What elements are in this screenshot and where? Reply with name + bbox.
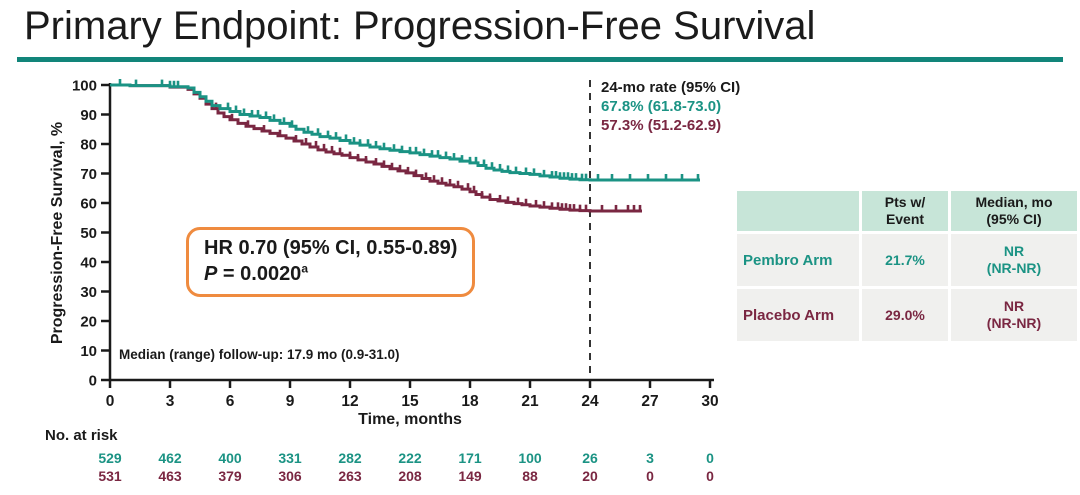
summary-header-pts-event: Pts w/ Event <box>862 191 948 231</box>
summary-row-placebo-arm: Placebo Arm <box>737 289 859 341</box>
x-tick-label: 21 <box>521 393 539 410</box>
risk-count: 531 <box>98 468 122 484</box>
summary-row-pembro-median: NR (NR-NR) <box>951 234 1077 286</box>
hazard-ratio-line: HR 0.70 (95% CI, 0.55-0.89) <box>204 237 458 259</box>
hazard-ratio-box: HR 0.70 (95% CI, 0.55-0.89) P = 0.0020a <box>186 227 476 297</box>
rate-annotation-pembro: 67.8% (61.8-73.0) <box>601 98 722 115</box>
risk-count: 282 <box>338 450 362 466</box>
x-tick-label: 9 <box>286 393 295 410</box>
no-at-risk-label: No. at risk <box>45 427 118 444</box>
summary-row-pembro-arm: Pembro Arm <box>737 234 859 286</box>
km-curve-pembro-arm <box>110 79 700 182</box>
risk-count: 0 <box>706 468 714 484</box>
x-tick-label: 3 <box>166 393 175 410</box>
risk-count: 263 <box>338 468 362 484</box>
x-tick-label: 24 <box>581 393 599 410</box>
x-tick-label: 27 <box>641 393 658 410</box>
y-tick-label: 70 <box>80 166 97 183</box>
y-tick-label: 40 <box>80 255 97 272</box>
risk-count: 462 <box>158 450 182 466</box>
y-tick-label: 80 <box>80 137 97 154</box>
y-tick-label: 20 <box>80 314 97 331</box>
title-underline <box>17 57 1063 62</box>
x-tick-label: 18 <box>461 393 479 410</box>
summary-table: Pts w/ Event Median, mo (95% CI) Pembro … <box>737 191 1077 341</box>
risk-count: 171 <box>458 450 482 466</box>
summary-row-pembro-event: 21.7% <box>862 234 948 286</box>
y-tick-label: 50 <box>80 225 97 242</box>
rate-annotation-placebo: 57.3% (51.2-62.9) <box>601 117 722 134</box>
risk-count: 3 <box>646 450 654 466</box>
x-tick-label: 0 <box>106 393 115 410</box>
risk-count: 208 <box>398 468 422 484</box>
p-value-line: P = 0.0020a <box>204 261 457 287</box>
summary-header-blank <box>737 191 859 231</box>
y-tick-label: 10 <box>80 343 97 360</box>
risk-count: 306 <box>278 468 302 484</box>
y-tick-label: 100 <box>72 78 97 95</box>
summary-row-placebo-median: NR (NR-NR) <box>951 289 1077 341</box>
risk-count: 331 <box>278 450 302 466</box>
km-step-path <box>110 83 642 213</box>
risk-count: 149 <box>458 468 482 484</box>
y-axis-ticks: 0 10 20 30 40 50 60 70 80 90 100 <box>72 78 110 390</box>
y-tick-label: 90 <box>80 107 97 124</box>
p-value: = 0.0020 <box>217 263 302 285</box>
rate-annotation: 24-mo rate (95% CI) 67.8% (61.8-73.0) 57… <box>601 78 740 135</box>
risk-count: 100 <box>518 450 542 466</box>
x-axis-title: Time, months <box>358 411 462 428</box>
risk-count: 0 <box>646 468 654 484</box>
rate-annotation-header: 24-mo rate (95% CI) <box>601 79 741 96</box>
risk-count: 379 <box>218 468 242 484</box>
y-axis-title: Progression-Free Survival, % <box>49 121 66 345</box>
risk-count: 88 <box>522 468 538 484</box>
p-italic: P <box>204 263 218 285</box>
y-tick-label: 30 <box>80 284 97 301</box>
p-footnote-marker: a <box>301 261 308 276</box>
risk-count: 400 <box>218 450 242 466</box>
y-tick-label: 0 <box>89 373 97 390</box>
km-step-path <box>110 83 700 182</box>
x-tick-label: 15 <box>401 393 419 410</box>
risk-count: 0 <box>706 450 714 466</box>
median-followup-note: Median (range) follow-up: 17.9 mo (0.9-3… <box>119 347 400 362</box>
page-title: Primary Endpoint: Progression-Free Survi… <box>24 4 816 48</box>
x-tick-label: 30 <box>701 393 718 410</box>
y-tick-label: 60 <box>80 196 97 213</box>
risk-count: 20 <box>582 468 598 484</box>
risk-count: 463 <box>158 468 182 484</box>
risk-count: 529 <box>98 450 122 466</box>
x-tick-label: 12 <box>341 393 358 410</box>
km-curve-placebo-arm <box>110 83 642 213</box>
risk-count: 26 <box>582 450 598 466</box>
risk-count: 222 <box>398 450 422 466</box>
summary-row-placebo-event: 29.0% <box>862 289 948 341</box>
summary-header-median: Median, mo (95% CI) <box>951 191 1077 231</box>
x-axis-ticks: 0 3 6 9 12 15 18 21 24 27 30 <box>106 380 719 410</box>
x-tick-label: 6 <box>226 393 235 410</box>
